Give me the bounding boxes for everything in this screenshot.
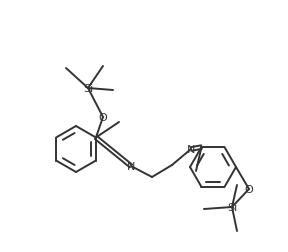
Text: O: O bbox=[98, 113, 107, 122]
Text: N: N bbox=[127, 161, 135, 171]
Text: N: N bbox=[187, 144, 195, 154]
Text: Si: Si bbox=[227, 202, 237, 212]
Text: O: O bbox=[245, 184, 253, 194]
Text: Si: Si bbox=[83, 84, 93, 94]
